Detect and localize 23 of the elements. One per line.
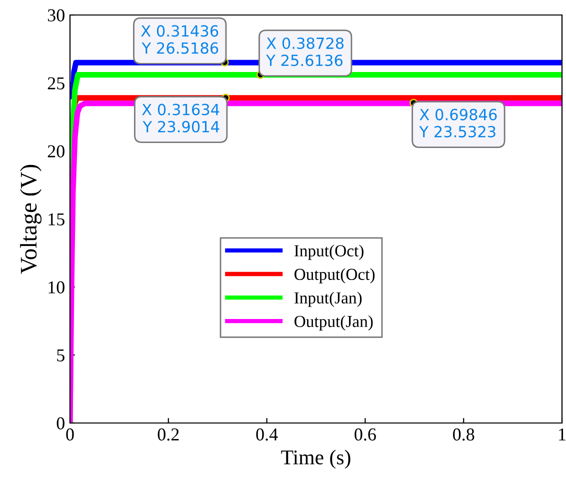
x-tick-label: 1 [559,428,566,440]
y-tick-label: 20 [48,145,64,158]
y-tick-label: 0 [56,417,64,430]
annotation: X 0.31436 Y 26.5186 [141,25,218,54]
annotation: X 0.69846 Y 23.5323 [419,108,497,138]
legend-label: Output(Oct) [294,268,375,284]
x-tick-label: 0.8 [453,428,474,441]
x-tick-label: 0.4 [256,428,278,441]
annotation: X 0.31634 Y 23.9014 [142,104,220,132]
annotation: X 0.38728 Y 25.6136 [266,37,344,66]
y-tick-label: 10 [48,281,64,294]
legend-label: Output(Jan) [294,315,373,330]
x-axis-title: Time (s) [281,450,350,469]
x-tick-label: 0.2 [158,428,179,441]
x-tick-label: 0 [66,428,74,441]
y-tick-label: 30 [48,9,64,22]
y-tick-label: 15 [48,213,64,226]
legend-label: Input(Jan) [294,292,362,307]
y-axis-title: Voltage (V) [20,164,42,274]
y-tick-label: 5 [57,349,64,362]
legend-label: Input(Oct) [294,244,364,260]
x-tick-label: 0.6 [354,428,376,441]
y-tick-label: 25 [48,77,64,90]
